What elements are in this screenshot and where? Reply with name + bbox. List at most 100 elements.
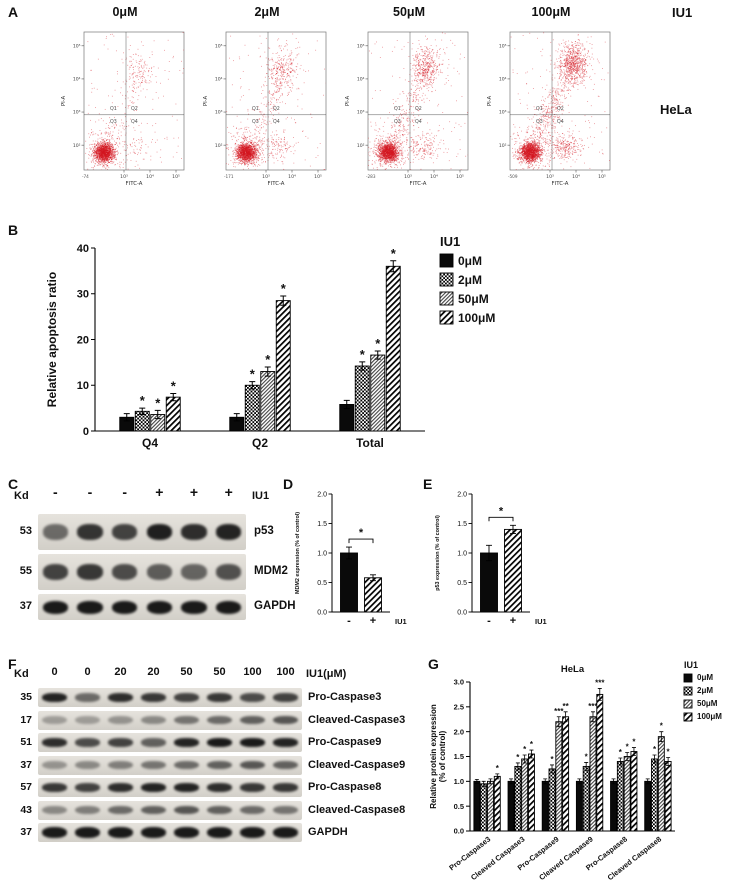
error-bar — [611, 778, 616, 785]
blot-band — [108, 693, 133, 702]
error-bar — [346, 546, 352, 560]
significance-bracket — [488, 516, 514, 522]
bar — [575, 780, 583, 832]
blot-band — [207, 715, 232, 725]
significance-star: ** — [562, 702, 569, 711]
blot-band — [174, 805, 199, 815]
error-bar — [618, 757, 623, 766]
blot-band — [75, 738, 100, 747]
apoptosis-bar-chart: 0 10 20 30 40 Relative apoptosis ratio Q4 * * * Q2… — [45, 234, 495, 450]
blot-row-label: p53 — [254, 525, 274, 537]
dose-header-2: 50μM — [393, 5, 425, 19]
blot-band — [77, 524, 103, 540]
error-bar — [123, 413, 130, 422]
blot-band — [240, 826, 265, 838]
significance-star: * — [523, 745, 527, 754]
blot-band — [207, 693, 232, 702]
kd-marker: 57 — [20, 781, 32, 793]
error-bar — [374, 350, 381, 360]
y-axis-label: (% of control) — [438, 730, 447, 782]
lane-label: 100 — [276, 666, 295, 678]
blot-band — [42, 715, 67, 725]
p53-bar-chart: 0.0 0.5 1.0 1.5 2.0 p53 expression (% of cont… — [435, 491, 547, 627]
bar — [657, 736, 665, 832]
blot-band — [240, 805, 265, 815]
blot-band — [75, 783, 100, 792]
bar — [480, 552, 498, 613]
significance-star: *** — [554, 707, 564, 716]
flow-scatter-canvas — [58, 26, 192, 200]
caspase-bar-chart: 0.0 0.5 1.0 1.5 2.0 2.5 3.0 Relative protein ex… — [429, 660, 722, 881]
blot-band — [75, 715, 100, 725]
blot-strip-Cleaved-Caspase8 — [38, 800, 302, 820]
kd-marker: 37 — [20, 758, 32, 771]
error-bar — [510, 524, 516, 534]
error-bar — [666, 757, 671, 766]
legend-label: 0μM — [697, 673, 713, 682]
bar — [527, 753, 535, 832]
y-axis-label: MDM2 expression (% of control) — [295, 512, 301, 594]
legend-swatch — [683, 686, 693, 696]
error-bar — [590, 711, 595, 723]
significance-star: *** — [588, 702, 598, 711]
bar — [589, 716, 597, 832]
bar — [487, 780, 494, 832]
blot-band — [77, 564, 103, 580]
kd-marker: 53 — [19, 525, 32, 537]
blot-band — [181, 524, 207, 540]
blot-row-label: GAPDH — [308, 826, 348, 838]
blot-strip-p53 — [38, 514, 246, 550]
flow-plot-100μM — [484, 26, 618, 200]
lane-label: 20 — [114, 666, 127, 678]
bar — [582, 765, 590, 832]
error-bar — [645, 778, 650, 785]
bar — [610, 780, 618, 832]
blot-band — [42, 564, 69, 580]
blot-row-label: Pro-Caspase9 — [308, 736, 382, 748]
panel-label-c: C — [8, 476, 19, 492]
blot-band — [207, 783, 232, 792]
y-tick-label: 1.0 — [317, 550, 327, 557]
significance-star: * — [550, 755, 554, 764]
panel-label-e: E — [423, 476, 433, 492]
significance-star: * — [619, 748, 623, 757]
legend-swatch — [683, 712, 693, 722]
blot-band — [240, 760, 265, 770]
blot-strip-MDM2 — [38, 554, 246, 590]
significance-star: * — [281, 281, 287, 296]
significance-star: * — [530, 740, 534, 749]
legend-label: 50μM — [458, 292, 489, 306]
dose-header-1: 2μM — [254, 5, 280, 19]
bar — [596, 693, 604, 832]
significance-star: * — [499, 505, 504, 517]
bar — [623, 756, 631, 832]
error-bar — [370, 574, 376, 582]
blot-band — [174, 738, 199, 747]
error-bar — [659, 731, 664, 742]
western-blot-caspases: 0 0 20 20 50 50 100 100 35 Pro-Caspase3 17 Cleaved-… — [0, 664, 445, 859]
bar — [385, 265, 401, 432]
category-label: + — [510, 615, 516, 627]
blot-band — [207, 738, 232, 747]
lane-label: 0 — [84, 666, 91, 678]
y-tick-label: 2.5 — [454, 702, 464, 711]
y-tick-label: 1.0 — [457, 550, 467, 557]
error-bar — [481, 780, 486, 787]
kd-marker: 55 — [19, 565, 32, 577]
y-axis-label: Relative apoptosis ratio — [45, 272, 59, 407]
bar — [473, 780, 481, 832]
axes — [469, 682, 675, 832]
legend-swatch — [683, 699, 693, 709]
y-axis-label: p53 expression (% of control) — [435, 515, 441, 591]
blot-band — [146, 600, 173, 614]
legend-swatch — [439, 291, 454, 306]
blot-band — [75, 760, 100, 770]
blot-band — [207, 760, 232, 770]
flow-scatter-canvas — [484, 26, 618, 200]
significance-star: * — [265, 352, 271, 367]
category-label: + — [370, 615, 376, 627]
bar — [541, 780, 549, 832]
y-tick-label: 0.0 — [457, 609, 467, 616]
significance-star: * — [660, 722, 664, 731]
category-label: - — [347, 615, 351, 627]
